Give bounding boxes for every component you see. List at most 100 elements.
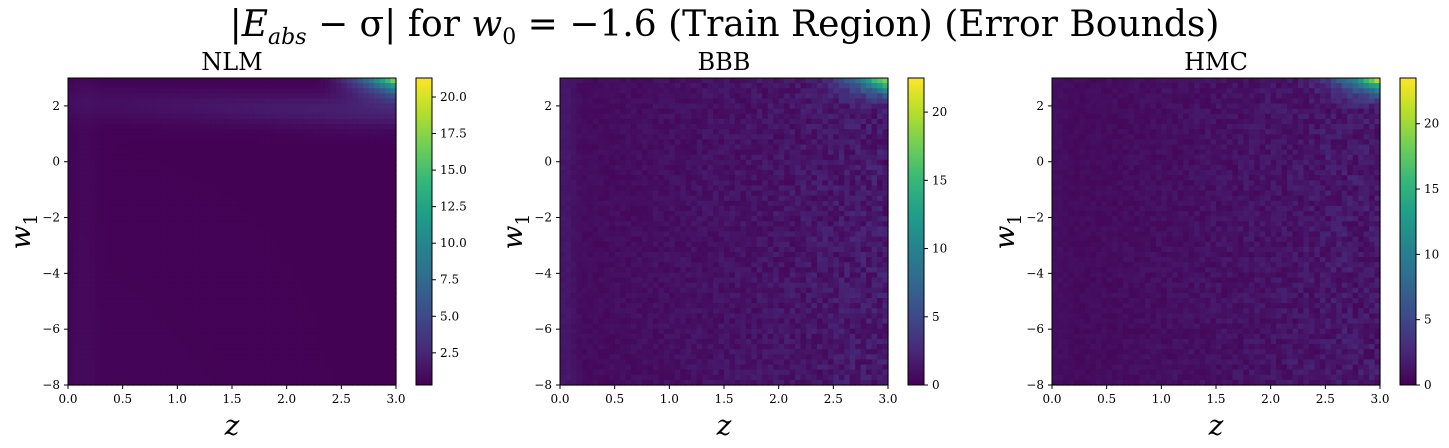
heatmap-cell bbox=[581, 144, 588, 151]
heatmap-cell bbox=[811, 124, 818, 130]
heatmap-cell bbox=[816, 175, 823, 181]
heatmap-cell bbox=[341, 164, 348, 171]
heatmap-cell bbox=[259, 113, 266, 120]
heatmap-cell bbox=[860, 98, 867, 105]
heatmap-cell bbox=[647, 185, 654, 192]
heatmap-cell bbox=[155, 170, 162, 176]
heatmap-cell bbox=[324, 216, 331, 222]
heatmap-cell bbox=[374, 257, 381, 263]
heatmap-cell bbox=[762, 159, 769, 166]
heatmap-cell bbox=[663, 185, 670, 192]
heatmap-cell bbox=[117, 349, 124, 355]
heatmap-cell bbox=[374, 78, 381, 84]
heatmap-cell bbox=[133, 308, 140, 314]
heatmap-cell bbox=[816, 144, 823, 151]
heatmap-cell bbox=[346, 93, 353, 100]
heatmap-cell bbox=[242, 292, 249, 299]
heatmap-cell bbox=[773, 164, 780, 171]
heatmap-cell bbox=[106, 287, 113, 294]
heatmap-cell bbox=[357, 113, 364, 120]
heatmap-cell bbox=[685, 180, 692, 187]
heatmap-cell bbox=[363, 241, 370, 248]
heatmap-cell bbox=[133, 149, 140, 156]
heatmap-cell bbox=[297, 108, 304, 115]
heatmap-cell bbox=[756, 98, 763, 105]
heatmap-cell bbox=[182, 359, 189, 366]
heatmap-cell bbox=[308, 328, 315, 335]
heatmap-cell bbox=[111, 374, 118, 381]
heatmap-cell bbox=[144, 359, 151, 366]
heatmap-cell bbox=[324, 364, 331, 371]
heatmap-cell bbox=[314, 374, 321, 381]
heatmap-cell bbox=[281, 78, 288, 84]
heatmap-cell bbox=[762, 108, 769, 115]
heatmap-cell bbox=[221, 344, 228, 350]
heatmap-cell bbox=[390, 134, 397, 140]
heatmap-cell bbox=[297, 246, 304, 253]
heatmap-cell bbox=[767, 149, 774, 156]
heatmap-cell bbox=[368, 272, 375, 279]
heatmap-cell bbox=[592, 190, 599, 197]
heatmap-cell bbox=[341, 216, 348, 222]
heatmap-cell bbox=[281, 159, 288, 166]
heatmap-cell bbox=[745, 175, 752, 181]
heatmap-cell bbox=[139, 159, 146, 166]
heatmap-cell bbox=[390, 287, 397, 294]
heatmap-cell bbox=[89, 103, 96, 110]
heatmap-cell bbox=[297, 349, 304, 355]
heatmap-cell bbox=[128, 118, 135, 125]
heatmap-cell bbox=[565, 98, 572, 105]
heatmap-cell bbox=[133, 318, 140, 325]
heatmap-cell bbox=[658, 108, 665, 115]
heatmap-cell bbox=[324, 333, 331, 340]
heatmap-cell bbox=[210, 113, 217, 120]
heatmap-cell bbox=[226, 236, 233, 243]
heatmap-cell bbox=[171, 338, 178, 345]
heatmap-cell bbox=[221, 333, 228, 340]
heatmap-cell bbox=[335, 364, 342, 371]
heatmap-cell bbox=[374, 308, 381, 314]
heatmap-cell bbox=[335, 374, 342, 381]
heatmap-cell bbox=[128, 154, 135, 161]
heatmap-cell bbox=[341, 364, 348, 371]
heatmap-cell bbox=[122, 200, 129, 207]
heatmap-cell bbox=[253, 93, 260, 100]
heatmap-cell bbox=[84, 313, 91, 320]
heatmap-cell bbox=[226, 379, 233, 386]
heatmap-cell bbox=[182, 88, 189, 94]
heatmap-cell bbox=[84, 159, 91, 166]
heatmap-cell bbox=[713, 159, 720, 166]
heatmap-cell bbox=[248, 277, 255, 284]
heatmap-cell bbox=[150, 272, 157, 279]
heatmap-cell bbox=[193, 262, 200, 268]
heatmap-cell bbox=[598, 124, 605, 130]
heatmap-cell bbox=[696, 170, 703, 176]
heatmap-cell bbox=[199, 323, 206, 330]
heatmap-cell bbox=[122, 134, 129, 140]
heatmap-cell bbox=[773, 159, 780, 166]
heatmap-cell bbox=[756, 159, 763, 166]
heatmap-cell bbox=[346, 170, 353, 176]
heatmap-cell bbox=[259, 108, 266, 115]
heatmap-cell bbox=[237, 313, 244, 320]
heatmap-cell bbox=[745, 129, 752, 135]
heatmap-cell bbox=[242, 211, 249, 217]
heatmap-cell bbox=[598, 164, 605, 171]
heatmap-cell bbox=[346, 139, 353, 146]
heatmap-cell bbox=[740, 103, 747, 110]
heatmap-cell bbox=[144, 374, 151, 381]
heatmap-cell bbox=[204, 282, 211, 289]
heatmap-cell bbox=[576, 88, 583, 94]
heatmap-cell bbox=[117, 190, 124, 197]
heatmap-cell bbox=[160, 344, 167, 350]
heatmap-cell bbox=[702, 170, 709, 176]
heatmap-cell bbox=[587, 139, 594, 146]
heatmap-cell bbox=[849, 103, 856, 110]
heatmap-cell bbox=[352, 113, 359, 120]
heatmap-cell bbox=[182, 129, 189, 135]
heatmap-cell bbox=[286, 374, 293, 381]
heatmap-cell bbox=[702, 83, 709, 89]
heatmap-cell bbox=[357, 134, 364, 140]
heatmap-cell bbox=[352, 231, 359, 238]
heatmap-cell bbox=[264, 303, 271, 309]
